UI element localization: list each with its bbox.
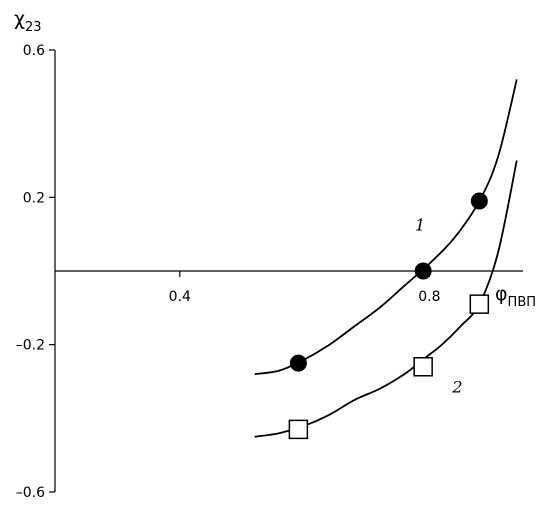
y-tick-label: –0.6 [16, 485, 45, 501]
x-axis-title: φПВП [495, 283, 536, 310]
curve-label-1: 1 [415, 215, 425, 234]
x-tick-label: 0.8 [418, 289, 440, 305]
y-tick-label: 0.2 [23, 190, 45, 206]
series-1-point [414, 262, 432, 280]
x-axis-symbol: φ [495, 283, 508, 305]
curve-label-2: 2 [451, 378, 462, 397]
y-tick-label: –0.2 [16, 338, 45, 354]
series-1-point [289, 354, 307, 372]
series-2-point [469, 294, 490, 314]
x-tick-label: 0.4 [169, 289, 191, 305]
series-1-point [470, 192, 488, 210]
marker-group [288, 192, 490, 440]
tick-group: 0.6 0.2 –0.2 –0.6 0.4 0.8 [16, 43, 441, 501]
y-tick-label: 0.6 [23, 43, 45, 59]
axes [54, 50, 523, 492]
curve-group [254, 79, 518, 438]
series-2-point [413, 357, 433, 377]
series-2-point [288, 419, 309, 440]
x-axis-subscript: ПВП [508, 295, 536, 310]
y-axis-subscript: 23 [25, 20, 42, 35]
y-axis-symbol: χ [14, 8, 25, 30]
y-axis-title: χ23 [14, 8, 42, 35]
series-1-curve [254, 79, 518, 376]
label-group: χ23 φПВП 1 2 [14, 8, 536, 397]
